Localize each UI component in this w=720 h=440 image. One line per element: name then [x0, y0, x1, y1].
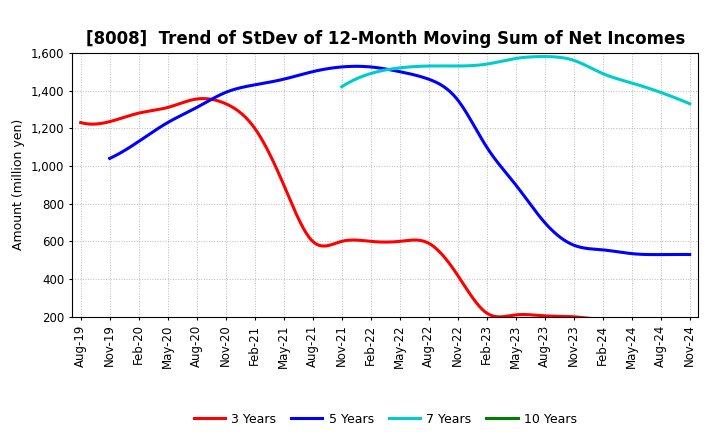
Y-axis label: Amount (million yen): Amount (million yen): [12, 119, 25, 250]
Title: [8008]  Trend of StDev of 12-Month Moving Sum of Net Incomes: [8008] Trend of StDev of 12-Month Moving…: [86, 30, 685, 48]
Legend: 3 Years, 5 Years, 7 Years, 10 Years: 3 Years, 5 Years, 7 Years, 10 Years: [189, 407, 582, 430]
